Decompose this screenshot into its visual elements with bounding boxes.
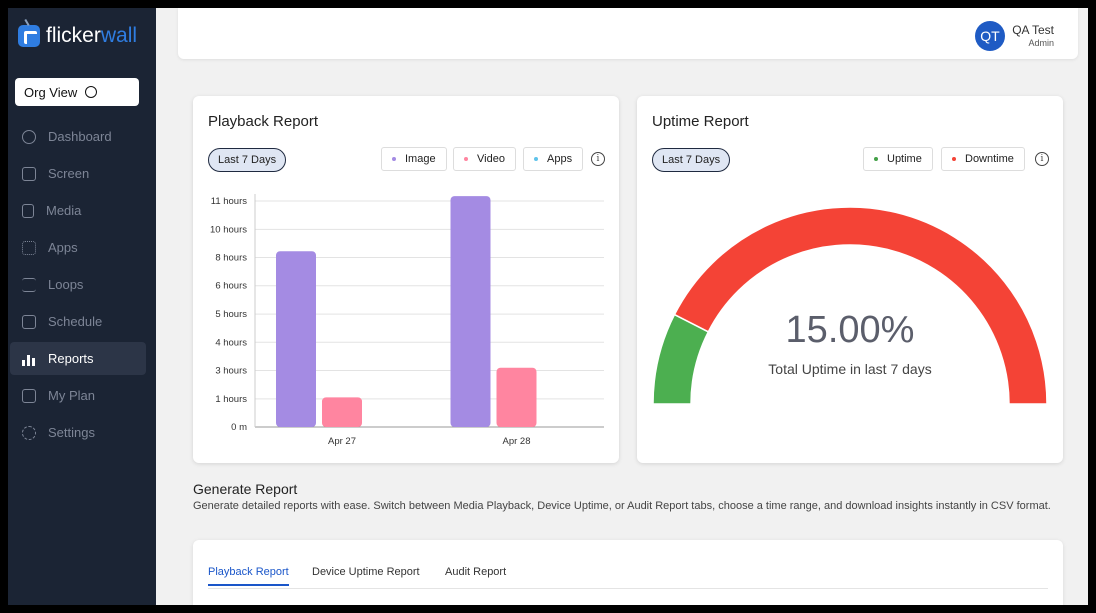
- legend-dot-downtime: [952, 157, 956, 161]
- calendar-icon: [22, 314, 36, 329]
- uptime-caption: Total Uptime in last 7 days: [768, 361, 932, 377]
- media-file-icon: [22, 203, 34, 218]
- generate-report-description: Generate detailed reports with ease. Swi…: [193, 500, 1051, 512]
- tab-divider: [208, 588, 1048, 589]
- sidebar-item-reports[interactable]: Reports: [10, 342, 146, 375]
- legend-label: Uptime: [887, 153, 922, 165]
- loop-icon: [22, 277, 36, 292]
- bar-video: [322, 397, 362, 427]
- brand-logo[interactable]: flickerwall: [18, 24, 137, 48]
- legend-image[interactable]: Image: [381, 147, 447, 171]
- sidebar-item-media[interactable]: Media: [10, 194, 146, 227]
- legend-downtime[interactable]: Downtime: [941, 147, 1025, 171]
- legend-dot-video: [464, 157, 468, 161]
- y-tick-label: 8 hours: [215, 253, 247, 264]
- sidebar: flickerwall Org View Dashboard Screen Me…: [8, 8, 156, 605]
- playback-bar-chart: 0 m 1 hours 3 hours 4 hours 5 hours 6 hours 8 …: [210, 194, 604, 447]
- sidebar-item-label: Settings: [48, 425, 95, 440]
- logo-tv-icon: [18, 25, 40, 47]
- legend-video[interactable]: Video: [453, 147, 516, 171]
- uptime-percent: 15.00%: [785, 309, 915, 351]
- tab-playback-report[interactable]: Playback Report: [208, 566, 289, 586]
- legend-label: Apps: [547, 153, 573, 165]
- y-tick-label: 10 hours: [210, 224, 247, 235]
- uptime-gauge: [652, 206, 1048, 405]
- sidebar-item-label: My Plan: [48, 388, 95, 403]
- legend-dot-apps: [534, 157, 538, 161]
- sidebar-item-label: Schedule: [48, 314, 103, 329]
- sidebar-item-label: Dashboard: [48, 129, 112, 144]
- avatar[interactable]: QT: [975, 21, 1005, 51]
- monitor-icon: [22, 166, 36, 181]
- y-tick-label: 5 hours: [215, 309, 247, 320]
- bar-image: [276, 251, 316, 427]
- tab-device-uptime-report[interactable]: Device Uptime Report: [312, 566, 420, 578]
- legend-label: Image: [405, 153, 436, 165]
- user-name: QA Test: [1012, 23, 1054, 37]
- dashboard-icon: [22, 129, 36, 144]
- sidebar-item-loops[interactable]: Loops: [10, 268, 146, 301]
- bar-video: [496, 367, 537, 427]
- legend-dot-uptime: [874, 157, 878, 161]
- legend-label: Video: [477, 153, 505, 165]
- brand-name-part1: flicker: [46, 24, 101, 47]
- org-view-label: Org View: [24, 84, 78, 100]
- top-bar: QT QA Test Admin: [178, 8, 1078, 59]
- uptime-report-card: Uptime Report Last 7 Days Uptime Downtim…: [637, 96, 1063, 463]
- check-circle-icon: [85, 86, 98, 98]
- uptime-range-button[interactable]: Last 7 Days: [652, 148, 731, 172]
- playback-report-card: Playback Report Last 7 Days Image Video …: [193, 96, 619, 463]
- y-tick-label: 0 m: [231, 422, 247, 433]
- playback-report-title: Playback Report: [208, 113, 319, 130]
- sidebar-item-label: Loops: [48, 277, 84, 292]
- playback-range-button[interactable]: Last 7 Days: [208, 148, 287, 172]
- y-tick-label: 3 hours: [215, 365, 247, 376]
- x-tick-label: Apr 27: [328, 436, 356, 447]
- sidebar-item-my-plan[interactable]: My Plan: [10, 379, 146, 412]
- sidebar-nav: Dashboard Screen Media Apps Loops Schedu…: [10, 120, 146, 453]
- y-tick-label: 4 hours: [215, 337, 247, 348]
- sidebar-item-screen[interactable]: Screen: [10, 157, 146, 190]
- playback-info-icon[interactable]: i: [591, 152, 605, 166]
- apps-grid-icon: [22, 240, 36, 255]
- y-tick-label: 6 hours: [215, 281, 247, 292]
- uptime-info-icon[interactable]: i: [1035, 152, 1049, 166]
- gear-icon: [22, 425, 36, 440]
- sidebar-item-label: Reports: [48, 351, 94, 366]
- gauge-downtime-segment: [673, 206, 1048, 405]
- legend-uptime[interactable]: Uptime: [863, 147, 933, 171]
- legend-dot-image: [392, 157, 396, 161]
- sidebar-item-label: Media: [46, 203, 82, 218]
- sidebar-item-apps[interactable]: Apps: [10, 231, 146, 264]
- generate-report-panel: Playback Report Device Uptime Report Aud…: [193, 540, 1063, 605]
- sidebar-item-settings[interactable]: Settings: [10, 416, 146, 449]
- legend-label: Downtime: [965, 153, 1014, 165]
- sidebar-item-dashboard[interactable]: Dashboard: [10, 120, 146, 153]
- y-tick-label: 11 hours: [211, 196, 248, 207]
- uptime-report-title: Uptime Report: [652, 113, 749, 130]
- org-view-button[interactable]: Org View: [15, 78, 139, 106]
- bar-image: [450, 196, 491, 427]
- x-tick-label: Apr 28: [503, 436, 531, 447]
- brand-name-part2: wall: [100, 24, 138, 47]
- generate-report-title: Generate Report: [193, 481, 298, 497]
- sidebar-item-schedule[interactable]: Schedule: [10, 305, 146, 338]
- app-frame: flickerwall Org View Dashboard Screen Me…: [8, 8, 1088, 605]
- bar-chart-icon: [22, 352, 36, 366]
- legend-apps[interactable]: Apps: [523, 147, 584, 171]
- sidebar-item-label: Apps: [48, 240, 78, 255]
- tab-audit-report[interactable]: Audit Report: [445, 566, 507, 578]
- sidebar-item-label: Screen: [48, 166, 90, 181]
- card-icon: [22, 388, 36, 403]
- y-tick-label: 1 hours: [215, 394, 247, 405]
- user-role: Admin: [1028, 38, 1054, 48]
